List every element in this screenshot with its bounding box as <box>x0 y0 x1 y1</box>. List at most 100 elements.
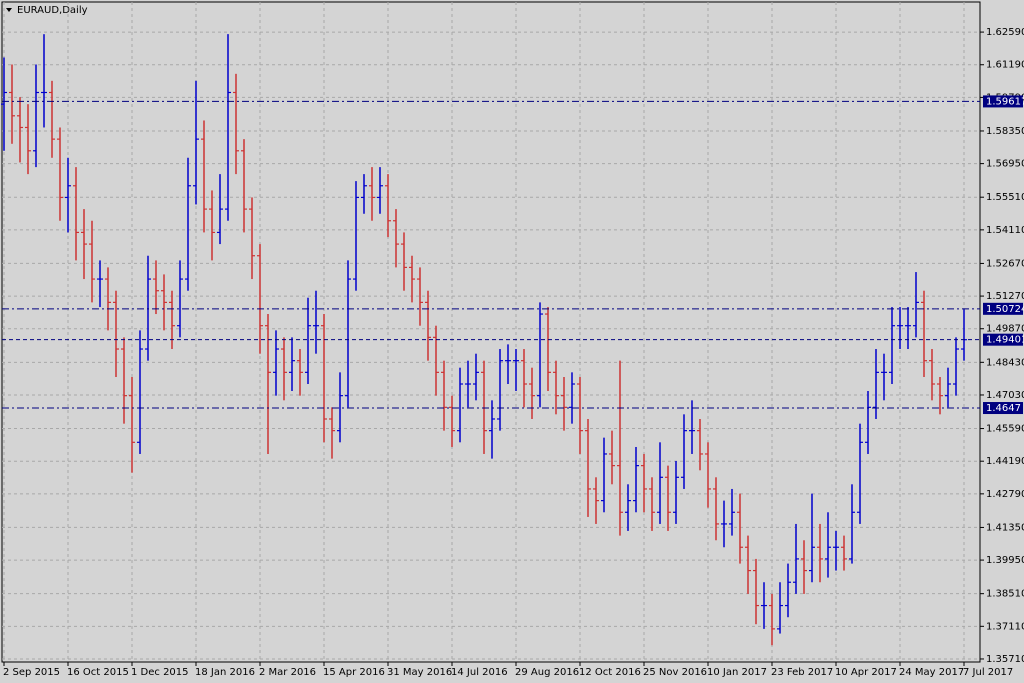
ohlc-bar <box>753 558 759 625</box>
ohlc-bar <box>665 465 671 531</box>
ohlc-bar <box>249 197 255 280</box>
ohlc-bar <box>809 493 815 583</box>
ohlc-bar <box>65 157 71 233</box>
menu-arrow[interactable] <box>6 8 12 12</box>
ohlc-bar <box>225 34 231 221</box>
x-tick-label: 10 Apr 2017 <box>835 667 897 678</box>
ohlc-bar <box>921 290 927 378</box>
ohlc-bar <box>41 34 47 128</box>
ohlc-bar <box>273 330 279 396</box>
ohlc-bar <box>305 297 311 385</box>
y-tick-label: 1.62590 <box>986 27 1024 38</box>
ohlc-bar <box>345 260 351 408</box>
ohlc-bar <box>489 400 495 459</box>
ohlc-bar <box>497 349 503 431</box>
ohlc-bar <box>9 64 15 144</box>
y-tick-label: 1.37110 <box>986 621 1024 632</box>
ohlc-bar <box>297 349 303 396</box>
y-tick-label: 1.51270 <box>986 291 1024 302</box>
ohlc-bar <box>649 477 655 531</box>
y-tick-label: 1.56950 <box>986 159 1024 170</box>
ohlc-bar <box>657 442 663 524</box>
y-tick-label: 1.47030 <box>986 390 1024 401</box>
ohlc-bar <box>481 360 487 454</box>
x-tick-label: 16 Oct 2015 <box>67 667 129 678</box>
ohlc-bar <box>545 307 551 392</box>
ohlc-bar <box>385 174 391 238</box>
ohlc-bar <box>145 255 151 361</box>
x-tick-label: 31 May 2016 <box>387 667 452 678</box>
ohlc-bar <box>601 437 607 513</box>
ohlc-bar <box>97 260 103 308</box>
ohlc-bar <box>633 446 639 513</box>
ohlc-bar <box>873 349 879 419</box>
ohlc-bar <box>73 167 79 261</box>
ohlc-bar <box>937 377 943 415</box>
ohlc-bar <box>737 493 743 564</box>
ohlc-bar <box>801 540 807 594</box>
ohlc-bar <box>745 535 751 594</box>
ohlc-bar <box>761 582 767 629</box>
x-tick-label: 14 Jul 2016 <box>451 667 508 678</box>
chart-title: EURAUD,Daily <box>17 5 88 16</box>
ohlc-bar <box>625 484 631 531</box>
ohlc-bar <box>689 400 695 454</box>
ohlc-bar <box>785 563 791 618</box>
y-tick-label: 1.48430 <box>986 357 1024 368</box>
ohlc-bar <box>569 372 575 424</box>
ohlc-bar <box>609 430 615 485</box>
y-tick-label: 1.49870 <box>986 324 1024 335</box>
ohlc-bar <box>113 290 119 378</box>
y-tick-label: 1.52670 <box>986 258 1024 269</box>
ohlc-bar <box>369 167 375 221</box>
ohlc-bar <box>561 377 567 431</box>
ohlc-bar <box>617 360 623 536</box>
ohlc-bar <box>849 484 855 564</box>
ohlc-bar <box>313 290 319 354</box>
x-tick-label: 23 Feb 2017 <box>771 667 833 678</box>
x-tick-label: 18 Jan 2016 <box>195 667 255 678</box>
ohlc-bar <box>857 423 863 524</box>
ohlc-bar <box>833 530 839 571</box>
y-tick-label: 1.54110 <box>986 225 1024 236</box>
ohlc-bar <box>465 360 471 408</box>
x-tick-label: 2 Sep 2015 <box>3 667 60 678</box>
ohlc-bar <box>377 167 383 214</box>
price-label: 1.59617 <box>986 96 1024 107</box>
ohlc-bar <box>89 220 95 303</box>
y-tick-label: 1.61190 <box>986 60 1024 71</box>
price-label-box <box>983 402 1023 415</box>
x-tick-label: 12 Oct 2016 <box>579 667 641 678</box>
ohlc-bar <box>841 535 847 571</box>
ohlc-bar <box>529 367 535 419</box>
ohlc-bar <box>425 290 431 361</box>
ohlc-bar <box>281 337 287 401</box>
ohlc-bar <box>337 372 343 443</box>
ohlc-bar <box>217 174 223 245</box>
ohlc-bar <box>57 127 63 221</box>
ohlc-bar <box>953 337 959 396</box>
ohlc-bar <box>817 523 823 583</box>
ohlc-bar <box>329 407 335 459</box>
ohlc-bar <box>193 80 199 205</box>
ohlc-bar <box>705 442 711 508</box>
ohlc-bar <box>25 104 31 175</box>
ohlc-bar <box>905 307 911 350</box>
ohlc-bar <box>593 477 599 524</box>
ohlc-bar <box>713 477 719 541</box>
y-tick-label: 1.39950 <box>986 555 1024 566</box>
ohlc-bar <box>289 337 295 392</box>
ohlc-bar <box>433 325 439 396</box>
ohlc-bar <box>913 272 919 338</box>
ohlc-bar <box>457 367 463 443</box>
y-tick-label: 1.45590 <box>986 424 1024 435</box>
price-label-box <box>983 95 1023 108</box>
ohlc-bar <box>889 307 895 385</box>
ohlc-bar <box>209 190 215 261</box>
y-tick-label: 1.41350 <box>986 522 1024 533</box>
ohlc-bar <box>777 582 783 634</box>
ohlc-bar <box>793 523 799 594</box>
ohlc-bar <box>33 64 39 168</box>
ohlc-bar <box>417 267 423 326</box>
ohlc-bar <box>105 267 111 331</box>
